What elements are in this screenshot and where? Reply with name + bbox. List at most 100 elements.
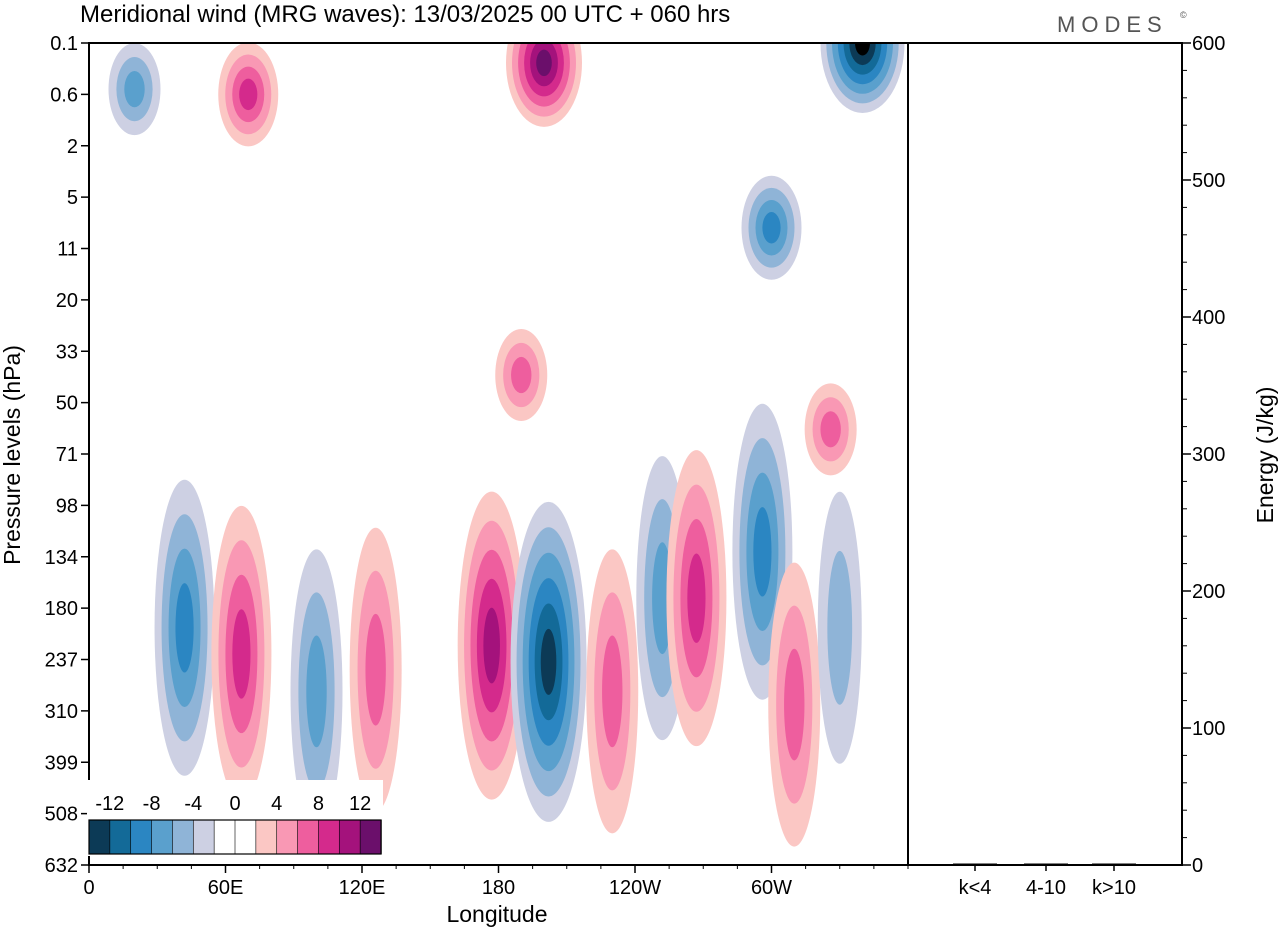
- contour-level: [687, 553, 706, 643]
- y-tick-label: 0.6: [50, 84, 78, 106]
- colorbar-swatch: [192, 819, 215, 855]
- energy-tick-label: 400: [1192, 307, 1225, 329]
- wind-anomaly-pos: [666, 450, 727, 747]
- x-tick-label: 120W: [609, 877, 661, 899]
- contour-level: [602, 635, 623, 748]
- wind-anomaly-neg: [510, 501, 587, 822]
- wind-anomaly-neg: [820, 43, 905, 113]
- colorbar-label: -4: [184, 793, 202, 815]
- wind-anomaly-pos: [768, 562, 821, 847]
- wind-anomaly-neg: [817, 491, 862, 764]
- wind-anomaly-neg: [741, 175, 802, 280]
- brand-logo: MODES: [1057, 12, 1168, 37]
- chart-title: Meridional wind (MRG waves): 13/03/2025 …: [80, 1, 730, 28]
- contour-level: [124, 71, 145, 108]
- y-tick-label: 11: [57, 239, 78, 261]
- colorbar: -12 -8 -4 0 4 8 12: [87, 780, 383, 856]
- colorbar-label: -12: [95, 793, 124, 815]
- colorbar-swatch: [318, 819, 340, 855]
- colorbar-label: 4: [271, 793, 282, 815]
- contour-level: [827, 550, 853, 705]
- energy-tick-label: 500: [1192, 170, 1225, 192]
- energy-bar: [1092, 863, 1136, 865]
- energy-category-label: k<4: [959, 877, 992, 899]
- energy-panel-frame: [907, 42, 1183, 866]
- y-tick-label: 2: [67, 136, 78, 158]
- contour-level: [820, 411, 841, 448]
- colorbar-swatch: [234, 819, 257, 855]
- colorbar-label: -8: [143, 793, 161, 815]
- x-axis: 0 60E 120E 180 120W 60W: [83, 865, 909, 899]
- colorbar-swatch: [276, 819, 299, 855]
- contour-level: [784, 648, 805, 761]
- energy-bar: [1024, 863, 1068, 865]
- wind-anomaly-pos: [506, 43, 582, 127]
- wind-anomaly-pos: [218, 43, 279, 147]
- y-tick-label: 20: [56, 290, 78, 312]
- contour-level: [175, 583, 194, 673]
- contour-level: [306, 635, 327, 748]
- contour-level: [855, 43, 870, 56]
- colorbar-label: 0: [229, 793, 240, 815]
- x-tick-label: 120E: [339, 877, 386, 899]
- y-tick-label: 508: [45, 804, 78, 826]
- y-tick-label: 5: [67, 187, 78, 209]
- y-tick-label: 50: [56, 393, 78, 415]
- contour-level: [483, 607, 500, 684]
- contour-level: [365, 613, 386, 726]
- wind-anomaly-pos: [804, 383, 857, 476]
- colorbar-label: 8: [313, 793, 324, 815]
- energy-tick-label: 100: [1192, 718, 1225, 740]
- y-tick-label: 237: [45, 650, 78, 672]
- x-tick-label: 60W: [751, 877, 792, 899]
- colorbar-swatch: [151, 819, 174, 855]
- colorbar-label: 12: [349, 793, 371, 815]
- energy-tick-label: 200: [1192, 581, 1225, 603]
- wind-field: [108, 43, 905, 847]
- wind-anomaly-neg: [154, 479, 215, 776]
- x-tick-label: 60E: [208, 877, 244, 899]
- contour-level: [232, 609, 251, 699]
- energy-category-label: k>10: [1092, 877, 1136, 899]
- contour-level: [762, 212, 781, 244]
- contour-level: [536, 49, 552, 77]
- y-tick-label: 399: [45, 752, 78, 774]
- contour-level: [753, 507, 772, 597]
- y-tick-label: 33: [56, 341, 78, 363]
- x-axis-label: Longitude: [446, 901, 547, 927]
- wind-anomaly-pos: [349, 527, 402, 812]
- energy-axis-label: Energy (J/kg): [1252, 387, 1278, 524]
- energy-tick-label: 600: [1192, 33, 1225, 55]
- energy-category-label: 4-10: [1026, 877, 1066, 899]
- x-tick-label: 180: [482, 877, 515, 899]
- contour-level: [511, 356, 532, 394]
- y-tick-label: 180: [45, 598, 78, 620]
- x-tick-label: 0: [83, 877, 94, 899]
- colorbar-swatch: [338, 819, 361, 855]
- y-tick-label: 98: [56, 495, 78, 517]
- y-tick-label: 0.1: [50, 33, 78, 55]
- energy-axis: 0 100 200 300 400 500 600: [1182, 33, 1225, 877]
- energy-tick-label: 0: [1192, 855, 1203, 877]
- energy-bar: [953, 863, 997, 865]
- colorbar-swatch: [109, 819, 132, 855]
- y-axis: 0.1 0.6 2 5 11 20 33 50 71 98 134 180 237 310 399 508 63…: [45, 33, 89, 877]
- colorbar-swatch: [213, 819, 236, 855]
- colorbar-swatch: [130, 819, 153, 855]
- brand-mark: ©: [1180, 10, 1187, 20]
- colorbar-swatch: [88, 819, 111, 855]
- energy-tick-label: 300: [1192, 444, 1225, 466]
- colorbar-swatch: [359, 819, 382, 855]
- wind-anomaly-pos: [495, 329, 548, 422]
- y-tick-label: 632: [45, 855, 78, 877]
- wind-anomaly-pos: [211, 505, 272, 802]
- energy-categories: k<4 4-10 k>10: [953, 863, 1136, 899]
- y-tick-label: 71: [56, 444, 78, 466]
- y-tick-label: 134: [45, 547, 78, 569]
- colorbar-frame: [88, 819, 382, 855]
- contour-level: [540, 628, 557, 695]
- wind-anomaly-neg: [108, 43, 161, 136]
- y-tick-label: 310: [45, 701, 78, 723]
- wind-anomaly-pos: [586, 549, 639, 834]
